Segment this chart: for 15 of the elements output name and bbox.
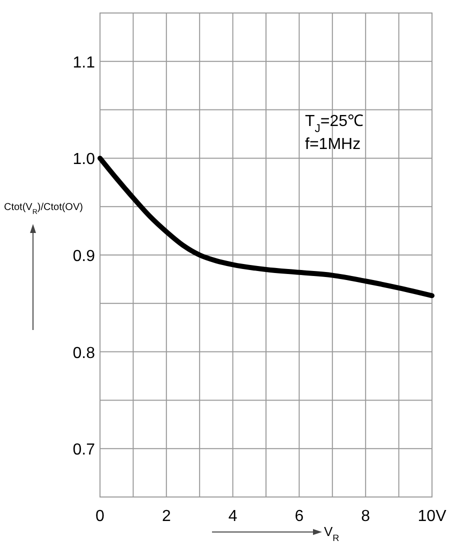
annotation: f=1MHz — [305, 136, 361, 153]
annotation: T$_{J}$=25℃ — [305, 113, 364, 135]
x-tick-label: 0 — [96, 508, 105, 525]
x-tick-label: 6 — [294, 508, 304, 525]
y-tick-label: 0.8 — [72, 344, 96, 362]
y-tick-label: 0.7 — [72, 442, 96, 459]
x-tick-label: 2 — [162, 508, 171, 525]
y-axis-title: Ctot(V$_{R}$)/Ctot(OV) — [4, 202, 83, 216]
y-tick-label: 0.9 — [72, 248, 96, 265]
x-axis-title: V$_{R}$ — [324, 524, 340, 543]
x-tick-label: 4 — [228, 508, 238, 525]
x-tick-label: 10V — [418, 508, 447, 525]
x-tick-label: 8 — [361, 508, 370, 525]
y-tick-label: 1.1 — [72, 54, 96, 72]
y-tick-label: 1.0 — [72, 151, 96, 168]
